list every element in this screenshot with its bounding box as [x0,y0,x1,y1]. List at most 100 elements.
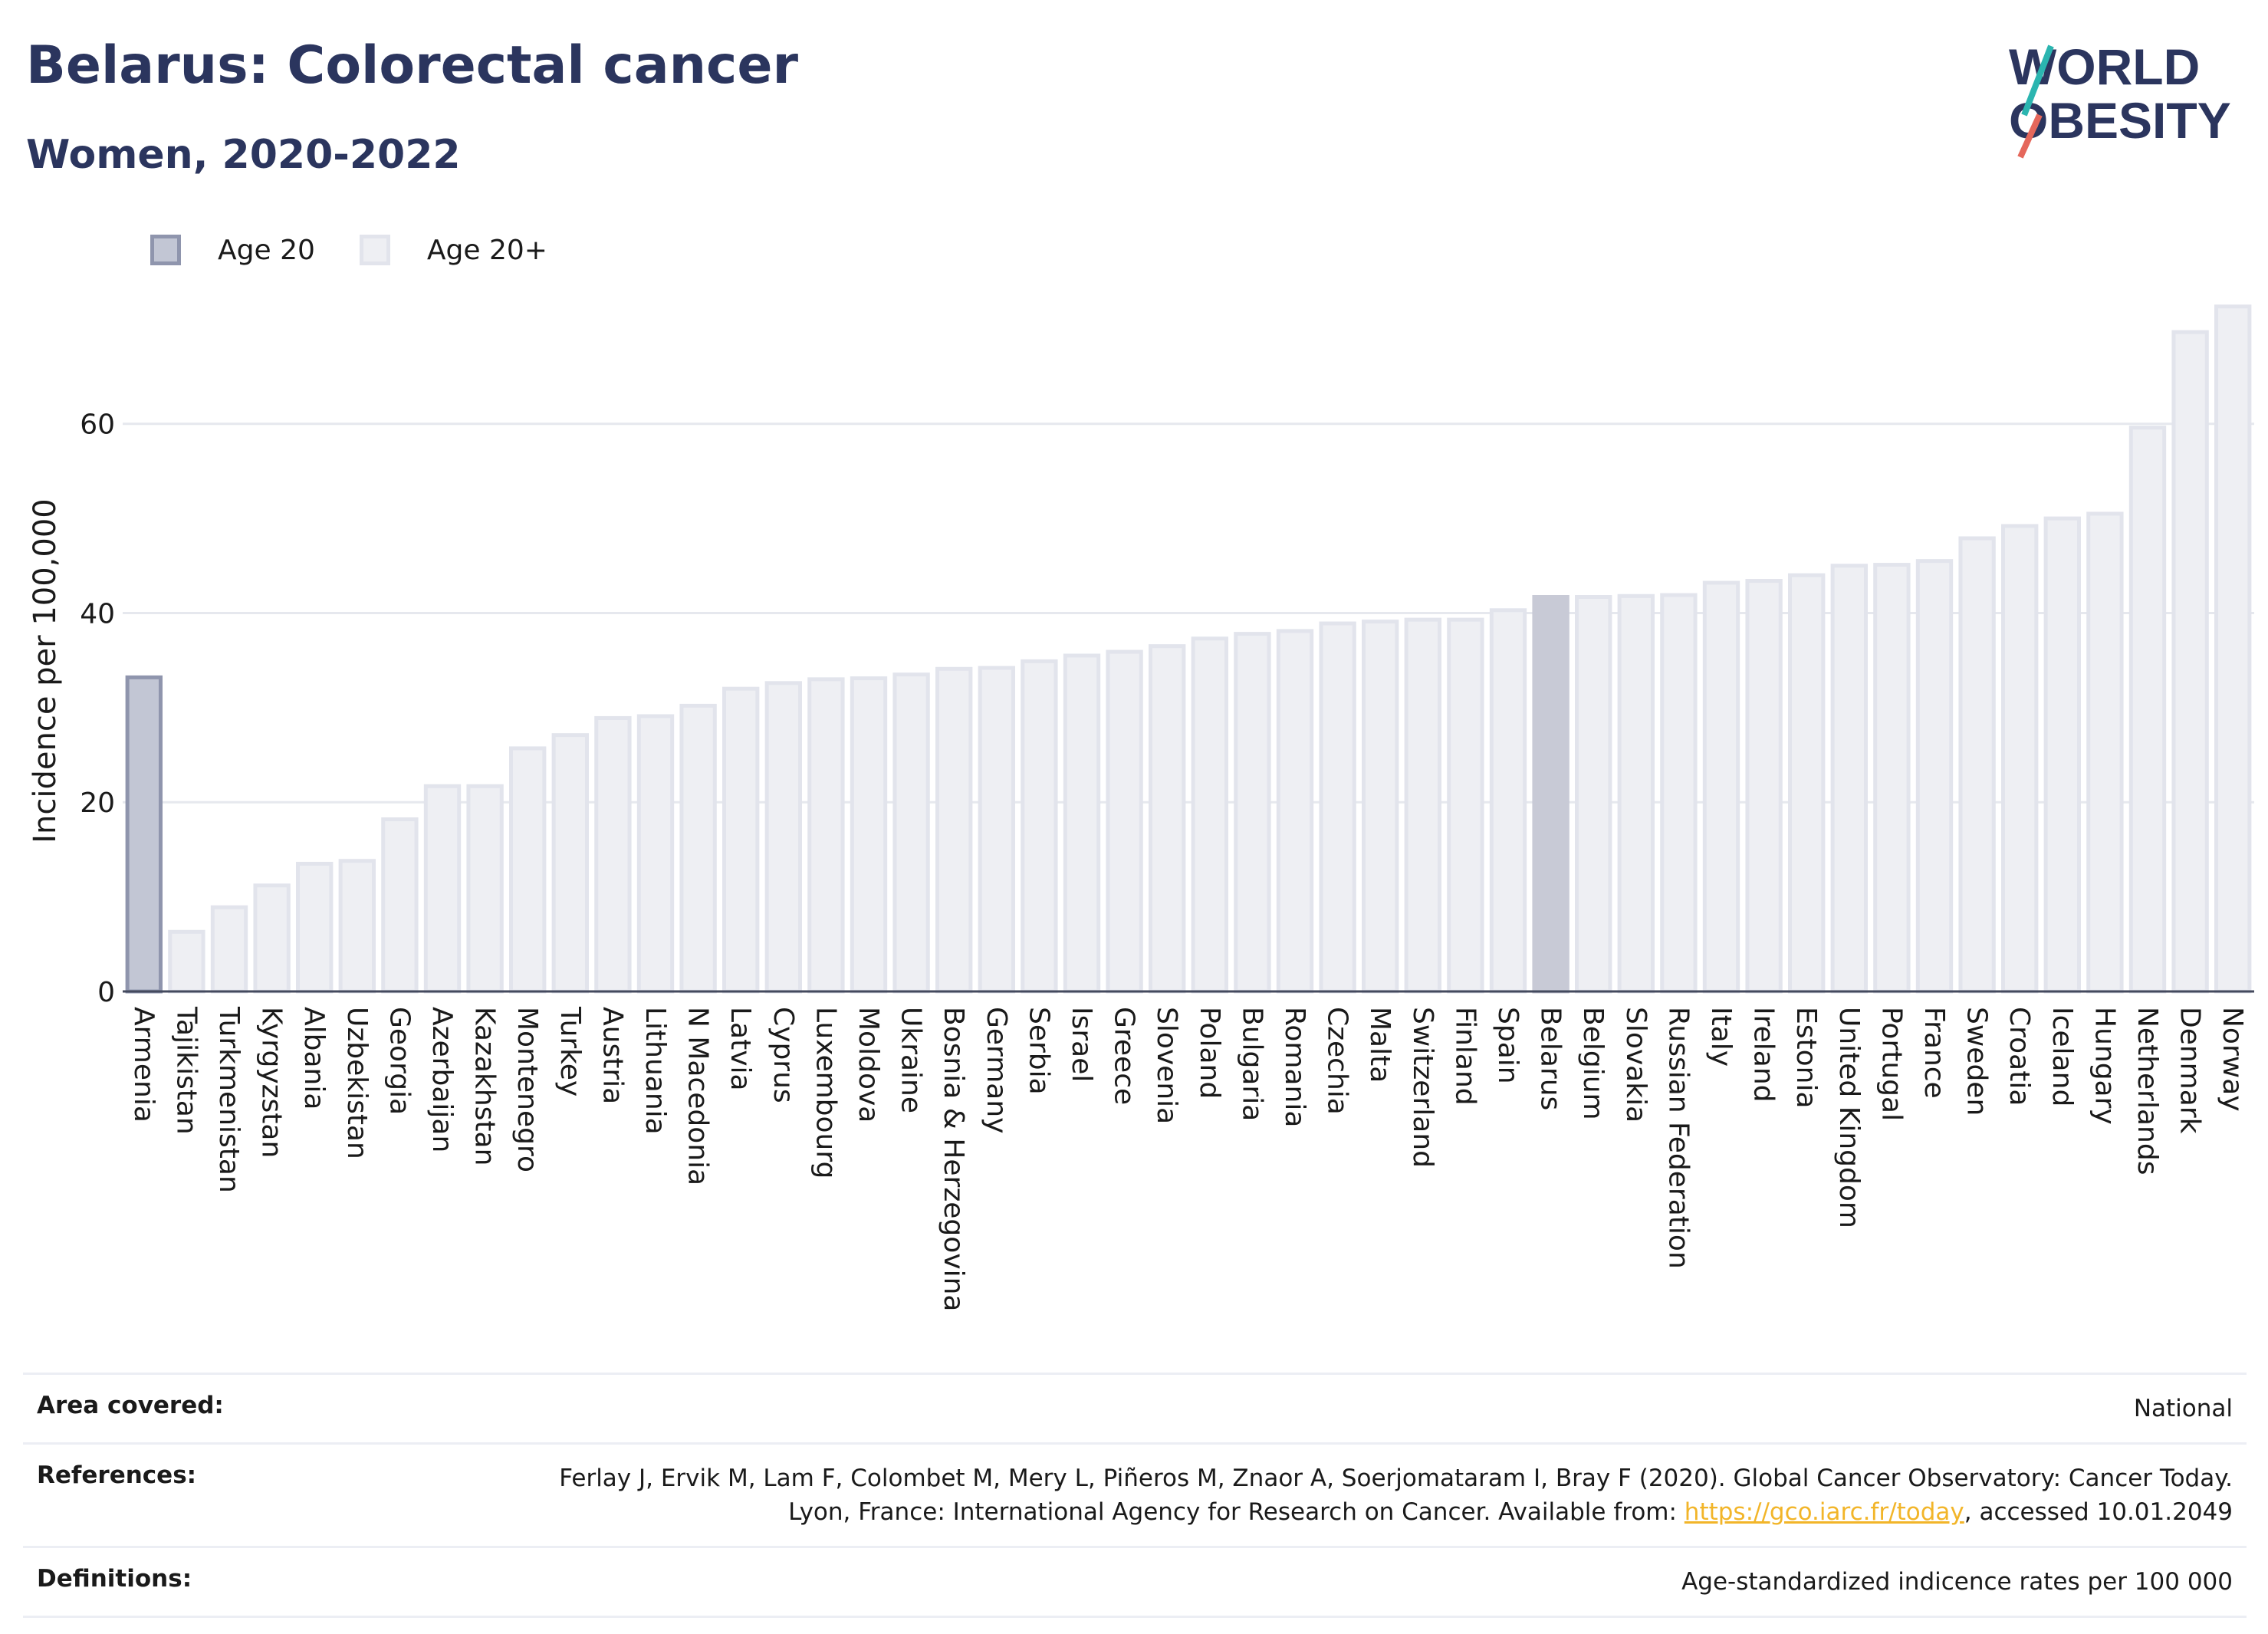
references-accessed: , accessed 10.01.2049 [1964,1498,2233,1527]
references-link[interactable]: https://gco.iarc.fr/today [1684,1498,1964,1527]
x-tick-label: Norway [2217,1007,2248,1112]
bar-netherlands[interactable] [2128,426,2167,994]
bar-croatia[interactable] [2001,524,2039,994]
x-tick-label: Ukraine [896,1007,927,1113]
bar-ireland[interactable] [1745,579,1783,994]
x-tick-label: Turkey [554,1006,586,1096]
bar-hungary[interactable] [2086,511,2124,994]
legend-item-age-20[interactable]: Age 20 [150,235,315,266]
bar-lithuania[interactable] [636,714,675,994]
chart-subtitle: Women, 2020-2022 [26,132,461,178]
references-label: References: [37,1461,197,1490]
bar-uzbekistan[interactable] [338,859,376,994]
x-tick-label: Italy [1705,1007,1737,1067]
y-tick-label: 40 [80,598,115,630]
bar-germany[interactable] [978,666,1015,994]
x-tick-label: Israel [1066,1007,1097,1082]
footer-row-references: References: Ferlay J, Ervik M, Lam F, Co… [23,1442,2247,1546]
bar-azerbaijan[interactable] [423,784,462,994]
bar-italy[interactable] [1702,580,1740,994]
x-tick-label: Poland [1194,1007,1225,1099]
bar-austria[interactable] [594,715,632,994]
bar-czechia[interactable] [1319,621,1356,994]
bar-belarus[interactable] [1532,595,1570,994]
x-tick-label: Serbia [1023,1007,1054,1095]
bar-romania[interactable] [1276,629,1314,994]
y-tick-label: 60 [80,409,115,441]
logo-line2: OBESITY [2009,92,2231,149]
x-tick-label: Iceland [2046,1007,2078,1106]
bar-poland[interactable] [1191,636,1228,994]
y-axis-label: Incidence per 100,000 [28,498,63,843]
bar-belgium[interactable] [1575,595,1612,994]
bar-n-macedonia[interactable] [679,703,717,994]
bar-turkmenistan[interactable] [210,905,248,994]
footer-row-area: Area covered: National [23,1373,2247,1442]
bar-malta[interactable] [1362,620,1399,994]
bar-luxembourg[interactable] [807,677,845,994]
bar-kazakhstan[interactable] [466,784,504,994]
x-tick-label: Croatia [2003,1007,2035,1106]
bar-tajikistan[interactable] [168,929,205,994]
y-tick-label: 20 [80,787,115,819]
x-tick-labels: Armenia Tajikistan Turkmenistan Kyrgyzstan A… [128,1006,2248,1311]
bar-serbia[interactable] [1021,659,1058,994]
bar-sweden[interactable] [1958,536,1996,994]
bar-france[interactable] [1915,559,1954,994]
bar-slovenia[interactable] [1149,644,1186,994]
x-tick-label: Germany [981,1007,1012,1133]
x-tick-label: Romania [1279,1007,1310,1127]
logo-slash-teal [2021,44,2054,117]
x-tick-label: Malta [1364,1007,1395,1083]
axes: 0 20 40 60 [80,409,2254,1008]
chart-title: Belarus: Colorectal cancer [26,35,798,96]
legend-item-age-20-plus[interactable]: Age 20+ [359,235,547,266]
bar-georgia[interactable] [381,817,419,994]
bar-latvia[interactable] [722,686,760,994]
bar-estonia[interactable] [1788,573,1826,994]
bar-slovakia[interactable] [1617,593,1655,994]
bar-montenegro[interactable] [509,746,547,994]
world-obesity-logo: WORLD OBESITY [2009,38,2231,159]
x-tick-label: Sweden [1961,1007,1993,1116]
x-tick-label: Turkmenistan [213,1006,245,1193]
bar-iceland[interactable] [2043,516,2081,994]
bar-cyprus[interactable] [764,681,802,994]
bar-kyrgyzstan[interactable] [253,883,291,994]
bar-moldova[interactable] [850,676,888,994]
x-tick-label: Albania [298,1007,330,1110]
bar-albania[interactable] [296,861,334,994]
bar-bosnia-herzegovina[interactable] [935,666,973,994]
x-tick-label: Hungary [2089,1007,2120,1125]
bar-greece[interactable] [1106,649,1143,994]
bar-bulgaria[interactable] [1234,632,1271,994]
bar-norway[interactable] [2214,304,2252,994]
bar-israel[interactable] [1063,653,1101,994]
x-tick-label: Greece [1109,1007,1140,1105]
x-tick-label: Spain [1492,1007,1524,1084]
x-tick-label: Estonia [1790,1007,1822,1109]
bar-denmark[interactable] [2171,330,2209,994]
x-tick-label: Belgium [1577,1007,1609,1120]
bar-turkey[interactable] [551,733,589,994]
x-tick-label: Lithuania [639,1007,671,1135]
bar-ukraine[interactable] [892,672,930,994]
bar-spain[interactable] [1489,608,1527,994]
x-tick-label: Belarus [1535,1007,1566,1110]
x-tick-label: Kazakhstan [469,1007,501,1165]
bar-finland[interactable] [1447,617,1484,994]
x-tick-label: United Kingdom [1833,1007,1865,1228]
bar-switzerland[interactable] [1404,617,1441,994]
area-covered-value: National [2133,1395,2233,1422]
logo-slash-red [2017,113,2043,159]
legend-swatch-age-20 [150,235,181,265]
x-tick-label: Uzbekistan [341,1007,373,1159]
bar-portugal[interactable] [1873,563,1911,994]
references-text: Ferlay J, Ervik M, Lam F, Colombet M, Me… [559,1465,2233,1527]
bar-russian-federation[interactable] [1660,593,1698,994]
x-tick-label: Finland [1449,1007,1481,1106]
bar-united-kingdom[interactable] [1830,564,1868,994]
bar-armenia[interactable] [125,675,163,994]
x-tick-label: Slovenia [1151,1007,1182,1124]
x-tick-label: Montenegro [511,1007,543,1172]
